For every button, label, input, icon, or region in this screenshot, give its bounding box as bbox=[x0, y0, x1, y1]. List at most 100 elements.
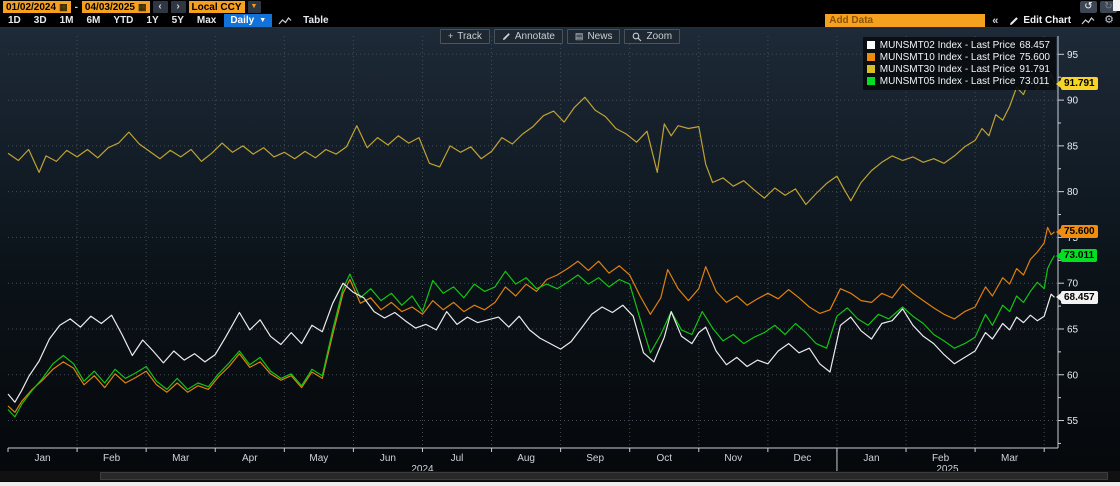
legend-item-munsmt30[interactable]: MUNSMT30 Index - Last Price 91.791 bbox=[866, 63, 1050, 75]
range-button-1d[interactable]: 1D bbox=[8, 15, 21, 26]
window-corner bbox=[1113, 0, 1120, 11]
period-label: Daily bbox=[230, 15, 255, 26]
range-button-5y[interactable]: 5Y bbox=[171, 15, 184, 26]
range-button-3d[interactable]: 3D bbox=[33, 15, 47, 26]
y-axis-label: 90 bbox=[1067, 96, 1079, 107]
currency-selector[interactable]: Local CCY bbox=[188, 1, 245, 13]
calendar-icon[interactable]: ▦ bbox=[59, 2, 68, 12]
price-badge-munsmt02: 68.457 bbox=[1056, 290, 1098, 304]
chevron-down-icon: ▼ bbox=[250, 3, 258, 10]
series-swatch bbox=[866, 41, 875, 49]
month-label: May bbox=[309, 453, 328, 464]
legend-item-munsmt05[interactable]: MUNSMT05 Index - Last Price 73.011 bbox=[866, 75, 1050, 87]
horizontal-scrollbar[interactable] bbox=[0, 471, 1120, 481]
date-to-value: 04/03/2025 bbox=[84, 1, 135, 13]
collapse-panel-button[interactable]: « bbox=[992, 14, 999, 27]
y-axis-label: 95 bbox=[1067, 50, 1079, 61]
annotate-button[interactable]: Annotate bbox=[493, 29, 563, 44]
redo-button[interactable]: ↻ bbox=[1100, 1, 1117, 13]
track-button[interactable]: + Track bbox=[439, 29, 490, 44]
range-button-ytd[interactable]: YTD bbox=[113, 15, 134, 26]
pencil-icon bbox=[502, 33, 510, 40]
magnifier-icon bbox=[633, 32, 642, 41]
year-label: 2025 bbox=[936, 464, 959, 475]
month-label: Jan bbox=[34, 453, 50, 464]
currency-dropdown-button[interactable]: ▼ bbox=[247, 1, 261, 13]
y-axis-label: 60 bbox=[1067, 370, 1079, 381]
legend-value: 73.011 bbox=[1019, 75, 1050, 87]
price-badge-munsmt05: 73.011 bbox=[1055, 249, 1098, 263]
legend-item-munsmt10[interactable]: MUNSMT10 Index - Last Price 75.600 bbox=[866, 51, 1050, 63]
month-label: Mar bbox=[172, 453, 190, 464]
news-icon: ▤ bbox=[574, 31, 584, 41]
month-label: Apr bbox=[242, 453, 258, 464]
range-button-1m[interactable]: 1M bbox=[59, 15, 74, 26]
chevron-right-icon: › bbox=[176, 1, 180, 12]
header-row-ranges: 1D 3D 1M 6M YTD 1Y 5Y Max Daily ▼ Table … bbox=[0, 14, 1120, 28]
date-range-separator: - bbox=[74, 1, 78, 13]
undo-icon: ↺ bbox=[1084, 1, 1093, 12]
month-label: Feb bbox=[103, 453, 121, 464]
scrollbar-thumb[interactable] bbox=[100, 472, 1108, 480]
price-badge-munsmt10: 75.600 bbox=[1056, 225, 1098, 239]
legend-label: MUNSMT05 Index - Last Price bbox=[879, 75, 1016, 87]
series-line-MUNSMT30 bbox=[7, 72, 1056, 206]
y-axis-label: 70 bbox=[1067, 279, 1079, 290]
series-swatch bbox=[866, 65, 875, 73]
edit-chart-label: Edit Chart bbox=[1023, 15, 1072, 26]
undo-button[interactable]: ↺ bbox=[1080, 1, 1097, 13]
chart-settings-button[interactable] bbox=[1078, 14, 1098, 27]
table-button[interactable]: Table bbox=[303, 15, 329, 26]
month-label: Mar bbox=[1001, 453, 1019, 464]
date-to-field[interactable]: 04/03/2025 ▦ bbox=[81, 1, 150, 13]
redo-icon: ↻ bbox=[1104, 1, 1113, 12]
chart-area: 55 60 65 70 75 80 85 90 95 Jan Feb Mar Apr May Jun Jul A… bbox=[0, 28, 1120, 482]
series-swatch bbox=[866, 77, 875, 85]
news-button[interactable]: ▤ News bbox=[566, 29, 621, 44]
month-label: Dec bbox=[794, 453, 812, 464]
series-swatch bbox=[866, 53, 875, 61]
chart-toolbar: + Track Annotate ▤ News Zoom bbox=[439, 29, 681, 44]
period-dropdown[interactable]: Daily ▼ bbox=[224, 14, 273, 27]
sparkline-icon bbox=[278, 16, 292, 24]
legend-value: 91.791 bbox=[1019, 63, 1050, 75]
price-badge-munsmt30: 91.791 bbox=[1056, 77, 1098, 91]
month-label: Jul bbox=[451, 453, 464, 464]
zoom-button[interactable]: Zoom bbox=[624, 29, 681, 44]
calendar-icon[interactable]: ▦ bbox=[137, 2, 147, 12]
month-label: Sep bbox=[586, 453, 604, 464]
range-button-6m[interactable]: 6M bbox=[86, 15, 101, 26]
line-chart-type-button[interactable] bbox=[275, 14, 295, 27]
y-axis-label: 55 bbox=[1067, 416, 1079, 427]
legend-label: MUNSMT30 Index - Last Price bbox=[879, 63, 1016, 75]
gear-icon[interactable]: ⚙ bbox=[1104, 14, 1114, 26]
y-axis-label: 80 bbox=[1067, 187, 1079, 198]
pencil-icon bbox=[1010, 16, 1019, 25]
add-data-field[interactable]: Add Data bbox=[825, 14, 986, 27]
header-row-dates: 01/02/2024 ▦ - 04/03/2025 ▦ ‹ › Local CC… bbox=[0, 0, 1120, 14]
month-label: Nov bbox=[724, 453, 742, 464]
window-bottom-frame bbox=[0, 482, 1120, 486]
edit-chart-button[interactable]: Edit Chart bbox=[1005, 15, 1075, 26]
month-label: Oct bbox=[656, 453, 672, 464]
range-button-max[interactable]: Max bbox=[196, 15, 217, 26]
legend-item-munsmt02[interactable]: MUNSMT02 Index - Last Price 68.457 bbox=[866, 39, 1050, 51]
next-period-button[interactable]: › bbox=[170, 1, 186, 13]
series-line-MUNSMT10 bbox=[7, 226, 1055, 413]
date-from-field[interactable]: 01/02/2024 ▦ bbox=[3, 1, 71, 13]
month-label: Jan bbox=[863, 453, 879, 464]
chevron-left-icon: ‹ bbox=[158, 1, 162, 12]
y-axis-label: 65 bbox=[1067, 324, 1079, 335]
series-line-MUNSMT02 bbox=[7, 282, 1055, 403]
date-from-value: 01/02/2024 bbox=[6, 1, 57, 13]
month-label: Jun bbox=[380, 453, 396, 464]
plus-icon: + bbox=[447, 31, 454, 41]
range-button-1y[interactable]: 1Y bbox=[146, 15, 159, 26]
y-axis-label: 75 bbox=[1067, 233, 1079, 244]
legend-value: 75.600 bbox=[1019, 51, 1050, 63]
y-axis-label: 85 bbox=[1067, 141, 1079, 152]
legend-value: 68.457 bbox=[1019, 39, 1050, 51]
prev-period-button[interactable]: ‹ bbox=[152, 1, 168, 13]
month-label: Feb bbox=[932, 453, 950, 464]
